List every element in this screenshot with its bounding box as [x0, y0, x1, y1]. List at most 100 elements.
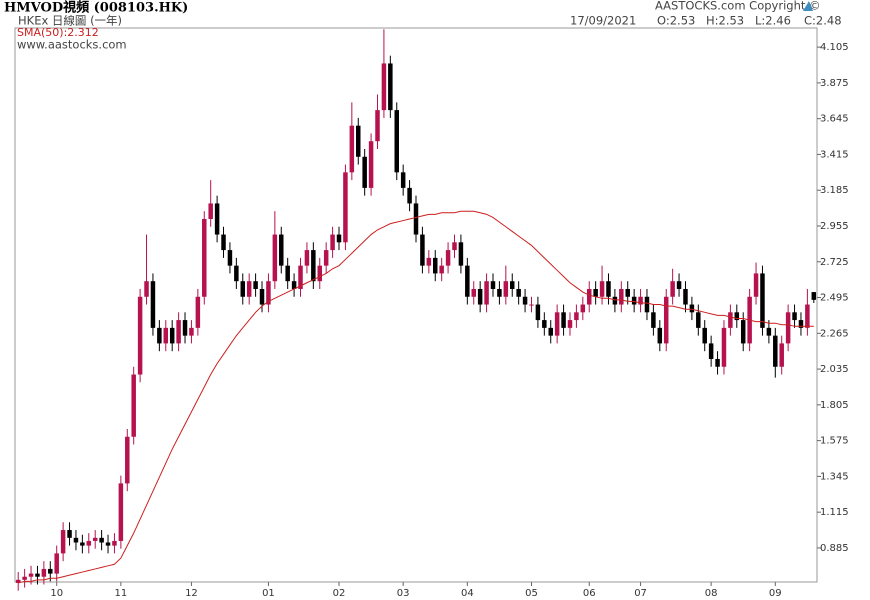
y-tick-label: 2.035 [820, 364, 849, 375]
candle-body [715, 358, 720, 367]
candle-body [779, 343, 784, 367]
y-tick-label: 4.105 [820, 42, 849, 53]
candle-body [522, 296, 528, 305]
quote-high: H:2.53 [706, 14, 744, 28]
candle-body [285, 265, 290, 282]
candle-body [125, 436, 130, 484]
candle-body [465, 265, 470, 297]
candle-body [509, 281, 515, 289]
quote-close: C:2.48 [804, 14, 842, 28]
x-tick-label: 07 [634, 588, 647, 599]
candle-body [195, 296, 201, 328]
candle-body [663, 296, 669, 344]
candle-body [375, 110, 380, 142]
candle-body [484, 281, 489, 305]
candle-body [721, 327, 727, 367]
candle-body [805, 304, 810, 328]
candle-body [728, 312, 733, 328]
candle-body [548, 327, 553, 336]
candle-body [753, 273, 759, 297]
candle-body [86, 540, 92, 546]
candle-body [349, 125, 355, 173]
candle-body [683, 288, 688, 305]
candle-body [60, 530, 66, 554]
candle-body [413, 203, 419, 235]
y-tick-label: 3.185 [820, 185, 849, 196]
plot-frame [14, 27, 818, 583]
y-tick-label: 2.955 [820, 221, 849, 232]
candle-body [311, 250, 316, 282]
candle-body [542, 320, 547, 328]
candle-body [676, 281, 682, 289]
y-tick-label: 1.575 [820, 436, 849, 447]
candle-body [99, 537, 104, 543]
candle-body [259, 288, 265, 305]
candle-body [471, 288, 476, 297]
candle-body [272, 234, 278, 282]
x-tick-label: 01 [262, 588, 275, 599]
candle-body [670, 281, 675, 297]
candle-body [612, 296, 618, 305]
candle-body [599, 281, 605, 297]
candle-body [182, 320, 188, 336]
candle-body [458, 242, 464, 266]
candle-body [227, 250, 233, 266]
candle-body [67, 530, 72, 538]
y-tick-label: 2.495 [820, 293, 849, 304]
candle-body [535, 304, 541, 321]
y-tick-label: 3.415 [820, 149, 849, 160]
candle-body [644, 296, 650, 313]
candle-body [157, 327, 162, 344]
candle-body [246, 281, 252, 297]
candle-body [606, 281, 611, 297]
candle-body [214, 203, 220, 235]
quote-open: O:2.53 [657, 14, 695, 28]
candle-body [798, 320, 804, 328]
x-tick-label: 05 [525, 588, 538, 599]
candle-body [118, 483, 124, 541]
x-tick-label: 10 [50, 588, 63, 599]
candle-body [48, 568, 53, 574]
candle-body [73, 537, 79, 543]
candle-body [516, 288, 521, 297]
candle-body [708, 343, 714, 359]
chart-title: HMVOD視頻 (008103.HK) [4, 0, 188, 16]
y-tick-label: 3.645 [820, 114, 849, 125]
candle-body [279, 234, 284, 266]
candle-body [208, 203, 213, 219]
y-tick-label: 1.115 [820, 507, 849, 518]
candle-body [503, 281, 509, 297]
candle-body [356, 125, 361, 157]
candle-body [445, 250, 451, 266]
y-tick-label: 0.885 [820, 543, 849, 554]
candle-body [163, 327, 169, 344]
candle-body [54, 553, 59, 574]
candle-body [651, 312, 656, 328]
candle-body [785, 312, 791, 344]
candle-body [323, 250, 329, 266]
candle-body [15, 579, 21, 583]
candle-body [631, 296, 637, 305]
candle-body [811, 292, 817, 300]
candle-body [394, 110, 399, 173]
candle-body [112, 540, 117, 546]
candle-body [400, 172, 406, 188]
candle-body [144, 281, 149, 297]
candle-body [131, 374, 136, 437]
website: www.aastocks.com [17, 38, 127, 52]
candle-body [266, 281, 271, 305]
candle-body [574, 312, 579, 321]
candle-body [291, 281, 297, 289]
candle-body [234, 265, 239, 282]
candle-body [28, 573, 34, 577]
candle-body [657, 327, 663, 344]
candle-body [497, 288, 502, 297]
candle-body [619, 288, 624, 305]
candle-body [381, 63, 387, 111]
candle-body [420, 234, 425, 266]
candle-body [336, 234, 342, 243]
candle-body [477, 288, 483, 305]
candle-body [593, 288, 598, 297]
candle-body [368, 141, 374, 188]
